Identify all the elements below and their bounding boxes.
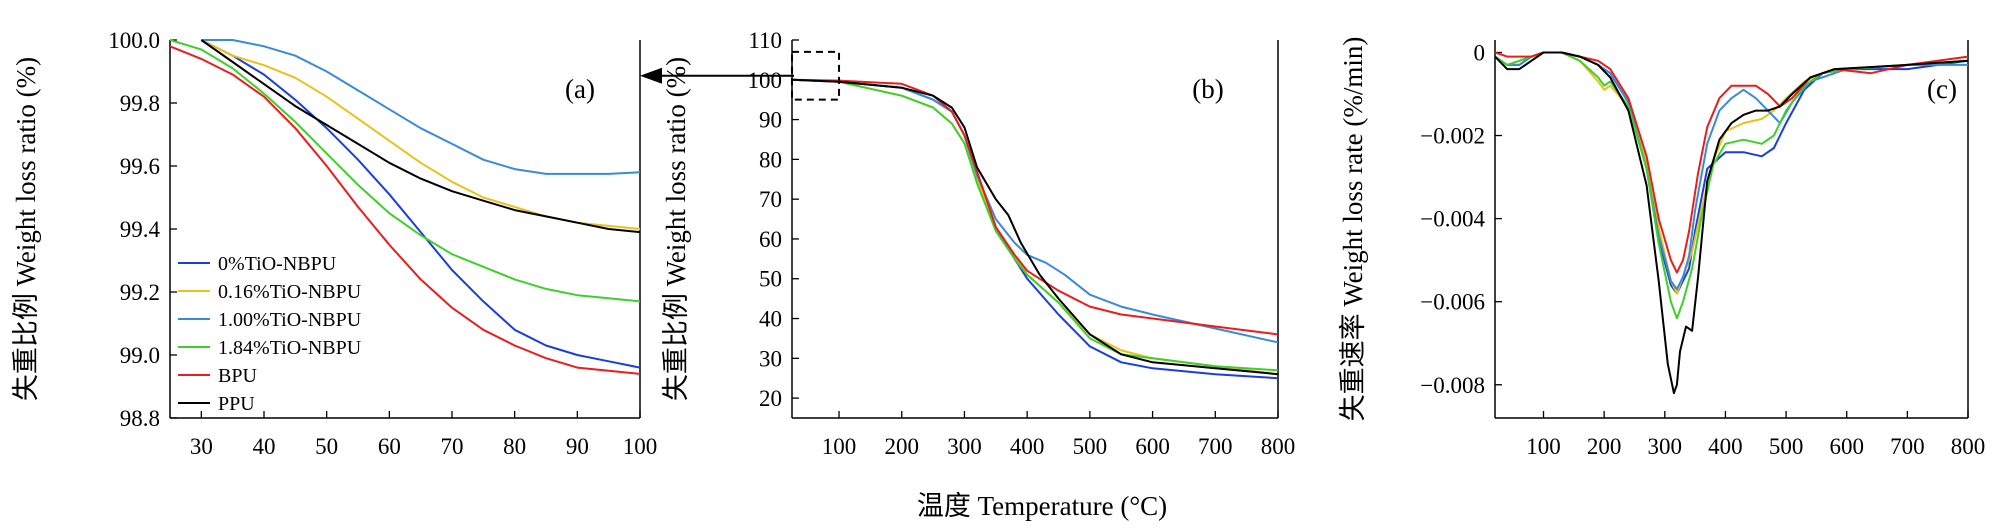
y-tick-label: 20 xyxy=(759,386,782,411)
x-tick-label: 50 xyxy=(315,434,338,459)
x-tick-label: 700 xyxy=(1198,434,1233,459)
x-tick-label: 200 xyxy=(1587,434,1622,459)
y-tick-label: 100.0 xyxy=(108,28,160,53)
series-line-1-00-tio-nbpu xyxy=(792,78,1278,344)
legend-label-bpu: BPU xyxy=(218,365,257,387)
series-line-bpu xyxy=(170,45,640,375)
zoom-arrow-head xyxy=(640,67,662,84)
shared-x-axis-label: 温度 Temperature (°C) xyxy=(917,491,1167,521)
series-line-0-tio-nbpu xyxy=(1495,51,1968,295)
series-group xyxy=(170,39,640,375)
x-tick-label: 400 xyxy=(1010,434,1045,459)
series-line-ppu xyxy=(792,78,1278,376)
panel-label: (b) xyxy=(1192,74,1223,104)
zoom-region-box xyxy=(791,50,841,101)
y-axis-label: 失重比例 Weight loss ratio (%) xyxy=(11,57,41,401)
x-tick-label: 100 xyxy=(1526,434,1561,459)
series-line-0-16-tio-nbpu xyxy=(792,78,1278,376)
y-tick-label: 99.6 xyxy=(120,154,160,179)
chart-panel-a: 30 40 50 60 70 80 90 100 98.8 99.0 99.2 99.4 99.6 99.… xyxy=(11,28,657,459)
y-axis-label: 失重速率 Weight loss rate (%/min) xyxy=(1338,37,1368,422)
y-tick-label: 98.8 xyxy=(120,406,160,431)
y-tick-label: 99.8 xyxy=(120,91,160,116)
y-tick-label: −0.004 xyxy=(1420,207,1485,232)
series-line-1-00-tio-nbpu xyxy=(1495,51,1968,291)
chart-panel-b: 100 200 300 400 500 600 700 800 20 30 40 50 60 70 80 90… xyxy=(640,28,1295,459)
x-tick-label: 600 xyxy=(1135,434,1170,459)
panel-label: (c) xyxy=(1927,74,1957,104)
series-line-1-84-tio-nbpu xyxy=(1495,51,1968,320)
series-line-0-tio-nbpu xyxy=(200,39,640,369)
y-tick-label: 90 xyxy=(759,108,782,133)
series-line-1-00-tio-nbpu xyxy=(201,39,640,175)
series-line-bpu xyxy=(792,78,1278,336)
series-group xyxy=(1495,51,1968,395)
y-tick-label: 40 xyxy=(759,307,782,332)
x-tick-label: 60 xyxy=(378,434,401,459)
y-tick-label: 0 xyxy=(1474,40,1486,65)
y-tick-label: 99.2 xyxy=(120,280,160,305)
series-line-1-84-tio-nbpu xyxy=(792,78,1278,372)
x-tick-label: 90 xyxy=(566,434,589,459)
series-line-1-84-tio-nbpu xyxy=(170,39,640,303)
series-line-ppu xyxy=(1495,51,1968,395)
x-tick-label: 600 xyxy=(1829,434,1864,459)
x-tick-label: 800 xyxy=(1261,434,1296,459)
series-line-bpu xyxy=(1495,51,1968,274)
y-axis-label: 失重比例 Weight loss ratio (%) xyxy=(661,57,691,401)
y-tick-label: 99.0 xyxy=(120,343,160,368)
legend-label-1-84-tio-nbpu: 1.84%TiO-NBPU xyxy=(218,337,362,359)
series-line-ppu xyxy=(200,39,640,234)
series-line-0-16-tio-nbpu xyxy=(1495,51,1968,295)
x-tick-label: 500 xyxy=(1769,434,1804,459)
legend-label-0-tio-nbpu: 0%TiO-NBPU xyxy=(218,253,337,275)
legend-label-0-16-tio-nbpu: 0.16%TiO-NBPU xyxy=(218,281,362,303)
y-tick-label: 80 xyxy=(759,147,782,172)
x-tick-label: 700 xyxy=(1890,434,1925,459)
series-group xyxy=(792,78,1278,380)
x-tick-label: 30 xyxy=(190,434,213,459)
y-tick-label: 70 xyxy=(759,187,782,212)
x-tick-label: 70 xyxy=(441,434,464,459)
x-tick-label: 300 xyxy=(1648,434,1683,459)
panel-label: (a) xyxy=(565,74,595,104)
x-tick-label: 100 xyxy=(822,434,857,459)
x-tick-label: 200 xyxy=(884,434,919,459)
y-tick-label: −0.002 xyxy=(1420,124,1485,149)
legend: 0%TiO-NBPU 0.16%TiO-NBPU 1.00%TiO-NBPU 1.84… xyxy=(178,253,362,415)
y-tick-label: 99.4 xyxy=(120,217,161,242)
y-tick-label: 110 xyxy=(748,28,782,53)
series-line-0-16-tio-nbpu xyxy=(200,39,640,230)
y-tick-label: −0.008 xyxy=(1420,373,1485,398)
y-tick-label: 100 xyxy=(748,68,783,93)
y-tick-label: 30 xyxy=(759,346,782,371)
x-tick-label: 800 xyxy=(1951,434,1986,459)
legend-label-1-00-tio-nbpu: 1.00%TiO-NBPU xyxy=(218,309,362,331)
y-tick-label: 60 xyxy=(759,227,782,252)
x-tick-label: 100 xyxy=(623,434,658,459)
x-tick-label: 400 xyxy=(1708,434,1743,459)
y-tick-label: 50 xyxy=(759,267,782,292)
x-tick-label: 300 xyxy=(947,434,982,459)
legend-label-ppu: PPU xyxy=(218,393,255,415)
chart-panel-c: 100 200 300 400 500 600 700 800 −0.008 −0.006 −0.0… xyxy=(1338,37,1985,459)
x-tick-label: 80 xyxy=(503,434,526,459)
y-tick-label: −0.006 xyxy=(1420,290,1485,315)
series-line-0-tio-nbpu xyxy=(792,78,1278,380)
x-tick-label: 40 xyxy=(253,434,276,459)
x-tick-label: 500 xyxy=(1073,434,1108,459)
